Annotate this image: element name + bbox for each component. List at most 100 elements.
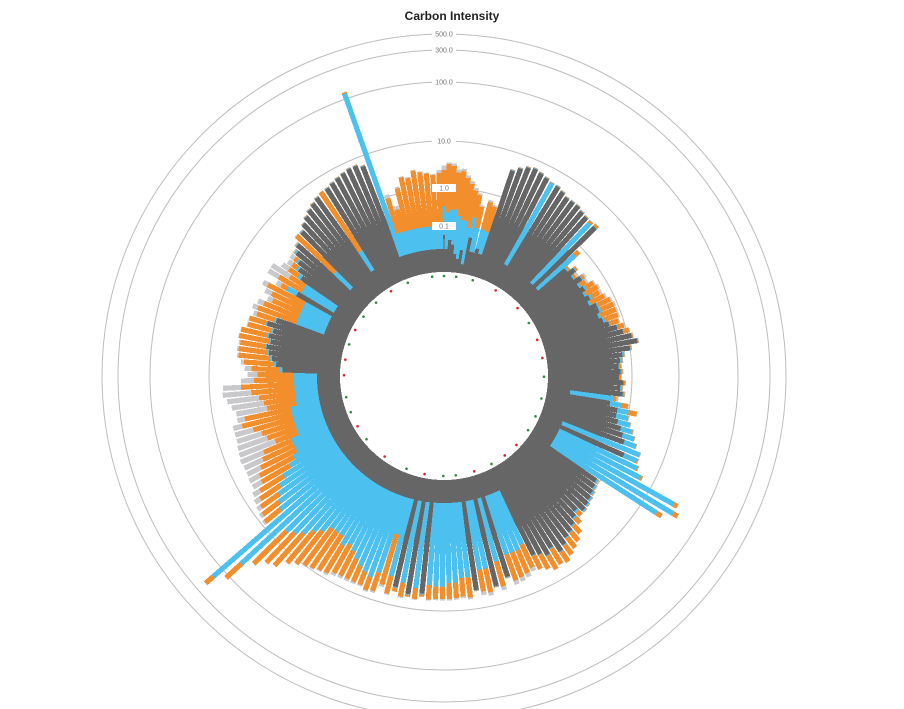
bar-segment-dark: [297, 267, 362, 317]
bar-segment-blue: [273, 361, 277, 367]
bar-segment-orange: [259, 447, 298, 470]
bar-segment-blue: [464, 500, 483, 571]
bar-stack: [530, 279, 596, 324]
bar-segment-blue: [334, 176, 340, 180]
bar-segment-blue: [526, 166, 532, 169]
bar-stack: [516, 223, 600, 305]
bar-segment-blue: [293, 376, 318, 383]
bar-segment-orange: [619, 374, 622, 380]
bar-segment-light: [616, 396, 619, 402]
tick-label: 300.0: [435, 48, 453, 55]
bar-stack: [498, 189, 566, 291]
bar-stack: [323, 186, 392, 290]
bar-segment-light: [439, 598, 446, 601]
bar-segment-dark: [332, 426, 356, 443]
bar-segment-blue: [618, 363, 620, 369]
bar-segment-orange: [531, 554, 543, 570]
bar-segment-dark: [310, 202, 383, 295]
bar-segment-dark: [502, 459, 567, 546]
bar-segment-light: [628, 327, 631, 333]
bar-stack: [486, 171, 545, 284]
bar-segment-orange: [472, 194, 483, 219]
bar-segment-orange: [425, 584, 432, 600]
bar-segment-dark: [541, 406, 624, 438]
bar-segment-blue: [548, 546, 554, 550]
bar-stack: [521, 440, 594, 502]
bar-segment-light: [554, 567, 559, 571]
bar-segment-light: [561, 189, 566, 193]
bar-segment-light: [303, 214, 308, 219]
bar-segment-orange: [549, 546, 564, 566]
bar-segment-light: [623, 322, 626, 328]
bar-segment-light: [559, 562, 564, 566]
bar-segment-light: [569, 552, 574, 557]
bar-stack: [203, 442, 368, 586]
bar-segment-orange: [599, 306, 617, 318]
grid-rings: [101, 33, 787, 709]
bar-segment-orange: [263, 300, 300, 320]
bar-segment-blue: [426, 502, 438, 586]
bar-stack: [300, 221, 376, 302]
bar-segment-light: [539, 171, 545, 174]
bar-segment-blue: [564, 196, 570, 200]
bar-stack: [275, 280, 355, 328]
bar-segment-blue: [334, 479, 375, 534]
bar-segment-light: [589, 497, 594, 502]
bar-segment-blue: [570, 274, 576, 281]
bar-segment-dark: [530, 430, 553, 447]
bar-segment-orange: [370, 571, 382, 592]
bar-segment-blue: [562, 542, 567, 547]
bar-segment-dark: [405, 478, 430, 595]
tick-label-bg: [432, 184, 456, 192]
bar-stack: [543, 400, 632, 428]
bar-segment-light: [513, 579, 520, 585]
bar-segment-orange: [583, 508, 588, 513]
bar-stack: [515, 448, 584, 518]
bar-segment-dark: [544, 328, 624, 354]
bar-stack: [257, 298, 349, 340]
bar-segment-orange: [632, 436, 636, 442]
bar-segment-orange: [345, 167, 351, 170]
bar-segment-dark: [472, 474, 511, 578]
bar-stack: [234, 401, 345, 438]
bar-segment-light: [251, 561, 256, 566]
bar-stack: [316, 462, 390, 573]
bar-segment-light: [258, 512, 265, 519]
bar-segment-orange: [593, 485, 598, 490]
bar-segment-dark: [394, 471, 408, 495]
bar-segment-dark: [295, 250, 367, 312]
bar-segment-light: [226, 395, 260, 405]
bar-segment-blue: [468, 499, 489, 570]
bar-segment-blue: [597, 312, 602, 319]
bar-segment-dark: [509, 210, 584, 299]
bar-segment-light: [300, 221, 305, 226]
marker-dot: [442, 474, 445, 478]
bar-segment-dark: [271, 355, 341, 369]
bar-segment-light: [264, 560, 269, 565]
bar-stack: [546, 390, 630, 410]
bar-segment-light: [460, 595, 467, 599]
bar-segment-blue: [278, 367, 283, 373]
bar-segment-blue: [299, 310, 329, 328]
bar-segment-dark: [346, 442, 368, 462]
bar-segment-blue: [478, 231, 490, 256]
bar-segment-blue: [487, 493, 515, 554]
bar-segment-light: [675, 504, 679, 509]
bar-segment-light: [270, 263, 292, 279]
bar-segment-light: [576, 249, 581, 254]
bar-segment-light: [456, 169, 462, 173]
bar-segment-blue: [476, 497, 499, 562]
bar-stack: [545, 332, 634, 357]
bar-segment-blue: [439, 502, 446, 587]
bar-segment-dark: [340, 172, 400, 285]
bar-segment-dark: [335, 305, 358, 322]
bar-segment-dark: [329, 182, 394, 288]
bar-segment-light: [272, 563, 277, 568]
bar-stack: [272, 451, 377, 568]
bar-segment-blue: [510, 169, 516, 172]
bar-segment-orange: [620, 402, 629, 409]
bar-segment-orange: [546, 554, 559, 571]
bar-segment-dark: [488, 467, 536, 556]
bar-segment-light: [518, 166, 524, 169]
bar-segment-light: [525, 571, 532, 578]
